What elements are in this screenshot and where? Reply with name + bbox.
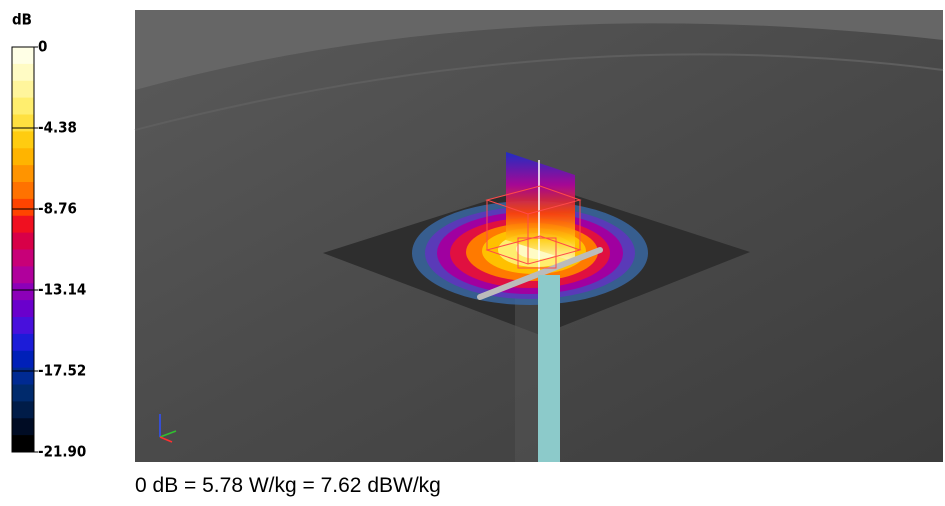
colorbar: dB 0 -4.38 -8.76 -13.14 -17.52 -21.90 [11,11,86,461]
colorbar-unit: dB [12,11,32,29]
color-band [12,165,34,183]
color-band [12,266,34,284]
color-band [12,333,34,352]
tick-label: -17.52 [38,362,86,380]
color-band [12,63,34,82]
color-band [12,114,34,132]
tick-label: -13.14 [38,281,86,299]
caption: 0 dB = 5.78 W/kg = 7.62 dBW/kg [135,474,441,497]
color-band [12,182,34,200]
color-band [12,215,34,234]
color-band [12,300,34,318]
color-band [12,317,34,335]
color-band [12,435,34,453]
color-band [12,47,34,65]
tick-label: -8.76 [38,200,77,218]
scene [134,10,944,462]
color-band [12,350,34,369]
tick-label: 0 [38,38,47,56]
color-band [12,384,34,402]
color-band [12,401,34,419]
tick-label: -4.38 [38,119,77,137]
color-band [12,97,34,115]
tick-label: -21.90 [38,443,86,461]
color-band [12,232,34,250]
color-band [12,283,34,301]
color-band [12,148,34,166]
color-band [12,80,34,99]
color-band [12,198,34,217]
color-band [12,418,34,436]
color-band [12,249,34,267]
color-band [12,131,34,149]
color-band [12,367,34,385]
